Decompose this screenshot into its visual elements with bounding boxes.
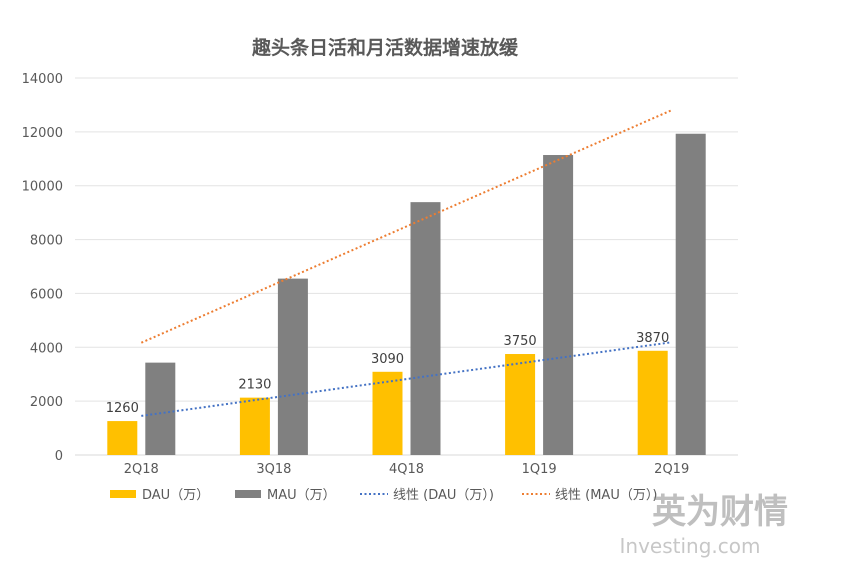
x-axis: 2Q18 3Q18 4Q18 1Q19 2Q19 [124, 462, 689, 477]
x-tick-label: 4Q18 [389, 462, 424, 477]
legend: DAU（万） MAU（万） 线性 (DAU（万）) 线性 (MAU（万）) [110, 488, 657, 503]
mau-bar [675, 133, 706, 456]
y-tick-label: 6000 [30, 287, 63, 302]
dau-data-label: 1260 [106, 401, 139, 416]
y-tick-label: 10000 [22, 180, 63, 195]
y-tick-label: 0 [55, 449, 63, 464]
y-tick-label: 2000 [30, 395, 63, 410]
bars: 1260 2130 3090 3750 3870 [106, 133, 706, 456]
dau-bar [505, 354, 536, 455]
mau-bar [277, 278, 308, 455]
x-tick-label: 3Q18 [256, 462, 291, 477]
mau-bar [543, 155, 574, 455]
watermark-logo: 英为财情 Investing.com [620, 492, 788, 558]
watermark-sub-text: Investing.com [620, 534, 761, 558]
dau-data-label: 3750 [504, 334, 537, 349]
x-tick-label: 2Q19 [654, 462, 689, 477]
y-axis: 0 2000 4000 6000 8000 10000 12000 14000 [22, 72, 63, 464]
chart-title: 趣头条日活和月活数据增速放缓 [251, 36, 519, 59]
legend-mau-swatch [235, 490, 261, 498]
dau-data-label: 3090 [371, 352, 404, 367]
y-tick-label: 12000 [22, 126, 63, 141]
watermark-logo-text: 英为财情 [652, 492, 788, 532]
mau-trendline [140, 109, 673, 344]
gridlines [75, 77, 738, 456]
mau-bar [410, 202, 441, 455]
mau-bar [145, 362, 176, 455]
dau-data-label: 3870 [636, 331, 669, 346]
dau-bar [107, 421, 138, 455]
x-tick-label: 1Q19 [522, 462, 557, 477]
dau-trendline [141, 341, 672, 417]
x-tick-label: 2Q18 [124, 462, 159, 477]
dau-data-label: 2130 [238, 378, 271, 393]
y-tick-label: 14000 [22, 72, 63, 87]
y-tick-label: 8000 [30, 234, 63, 249]
legend-dau-label: DAU（万） [142, 488, 209, 503]
legend-dau-swatch [110, 490, 136, 498]
dau-bar [637, 350, 668, 455]
trendlines [140, 109, 673, 417]
legend-mau-label: MAU（万） [267, 488, 336, 503]
y-tick-label: 4000 [30, 341, 63, 356]
legend-dau-trend-label: 线性 (DAU（万）) [393, 488, 494, 503]
dau-bar [239, 397, 270, 455]
dau-bar [372, 371, 403, 455]
legend-mau-trend-label: 线性 (MAU（万）) [555, 488, 657, 503]
